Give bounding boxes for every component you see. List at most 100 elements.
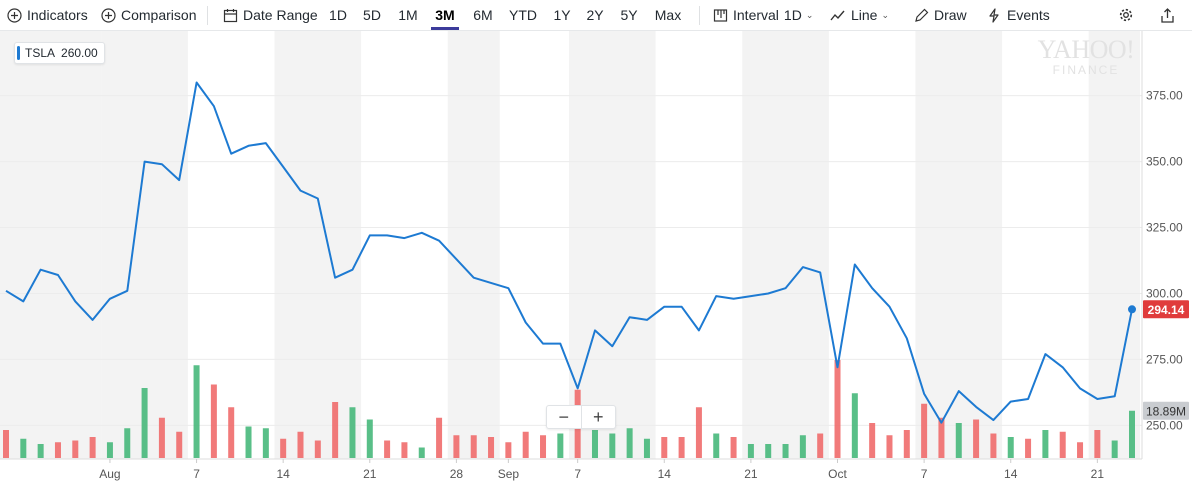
date-range-button[interactable]: Date Range [222, 0, 318, 30]
x-tick-label: 28 [450, 467, 464, 481]
volume-bar [314, 440, 321, 458]
y-tick-label: 275.00 [1146, 352, 1183, 366]
week-band [0, 31, 102, 459]
comparison-label: Comparison [121, 7, 197, 23]
volume-bar [834, 360, 841, 458]
chart-type-dropdown[interactable]: Line ⌄ [830, 0, 889, 30]
week-band [569, 31, 656, 459]
legend-value: 260.00 [61, 46, 98, 60]
interval-dropdown[interactable]: Interval 1D ⌄ [712, 0, 813, 30]
volume-bar [799, 435, 806, 458]
range-button-2y[interactable]: 2Y [586, 7, 604, 23]
interval-label: Interval [733, 7, 779, 23]
gear-icon [1118, 7, 1134, 23]
volume-bar [436, 417, 443, 458]
volume-bar [37, 444, 44, 458]
x-tick-label: 7 [921, 467, 928, 481]
volume-bar [955, 423, 962, 458]
events-button[interactable]: Events [986, 0, 1050, 30]
range-button-1m[interactable]: 1M [398, 7, 418, 23]
volume-bar [730, 437, 737, 458]
watermark-line2: FINANCE [1052, 63, 1120, 77]
x-tick-label: Oct [828, 467, 847, 481]
volume-bar [124, 428, 131, 458]
week-band [915, 31, 1003, 459]
volume-bar [643, 438, 650, 458]
volume-bar [903, 430, 910, 458]
price-line [5, 81, 1133, 424]
range-button-5d[interactable]: 5D [363, 7, 381, 23]
range-button-1y[interactable]: 1Y [553, 7, 571, 23]
settings-button[interactable] [1118, 0, 1139, 30]
volume-bar [158, 417, 165, 458]
volume-bar [280, 438, 287, 458]
legend-symbol: TSLA [25, 46, 56, 60]
range-button-3m[interactable]: 3M [431, 0, 459, 30]
watermark-line1: YAHOO! [1037, 35, 1135, 64]
volume-bar [20, 438, 27, 458]
volume-bar [661, 437, 668, 458]
series-legend-tag[interactable]: TSLA 260.00 [14, 42, 105, 64]
volume-bar [817, 433, 824, 458]
x-tick-label: 14 [1004, 467, 1018, 481]
comparison-button[interactable]: Comparison [100, 0, 196, 30]
range-button-max[interactable]: Max [654, 7, 682, 23]
volume-bar [418, 447, 425, 458]
last-volume-label: 18.89M [1146, 404, 1186, 418]
zoom-in-button[interactable]: + [580, 406, 616, 428]
volume-bar [540, 435, 547, 458]
range-button-6m[interactable]: 6M [473, 7, 493, 23]
x-tick-label: 14 [276, 467, 290, 481]
x-tick-label: Aug [99, 467, 120, 481]
x-tick-label: 21 [363, 467, 377, 481]
x-tick-label: Sep [498, 467, 520, 481]
chart-toolbar: Indicators Comparison Date Range 1D 5D 1… [0, 0, 1192, 31]
share-icon [1159, 7, 1175, 23]
volume-bar [522, 431, 529, 458]
line-chart-icon [830, 7, 846, 23]
week-band [742, 31, 829, 459]
price-chart[interactable]: 250.00 275.00 300.00 325.00 350.00 375.00 Aug 7… [0, 31, 1192, 488]
y-tick-label: 250.00 [1146, 418, 1183, 432]
volume-bar [1007, 437, 1014, 458]
zoom-out-button[interactable]: − [558, 406, 569, 427]
volume-bar [713, 433, 720, 458]
y-tick-label: 300.00 [1146, 286, 1183, 300]
range-button-1d[interactable]: 1D [329, 7, 347, 23]
volume-bar [921, 403, 928, 458]
volume-bar [262, 428, 269, 458]
range-button-5y[interactable]: 5Y [620, 7, 638, 23]
events-label: Events [1007, 7, 1050, 23]
lightning-icon [986, 7, 1002, 23]
week-band [1088, 31, 1140, 459]
volume-bar [747, 444, 754, 458]
volume-bar [89, 437, 96, 458]
last-price-dot [1128, 305, 1136, 314]
x-tick-label: 14 [658, 467, 672, 481]
volume-bar [990, 433, 997, 458]
volume-bar [210, 384, 217, 458]
volume-bar [384, 440, 391, 458]
chart-area[interactable]: 250.00 275.00 300.00 325.00 350.00 375.00 Aug 7… [0, 31, 1192, 488]
range-button-ytd[interactable]: YTD [509, 7, 537, 23]
x-tick-label: 7 [574, 467, 581, 481]
share-button[interactable] [1159, 0, 1180, 30]
volume-bar [3, 430, 9, 458]
volume-bar [765, 444, 772, 458]
volume-bar [176, 431, 183, 458]
candlestick-icon [712, 7, 728, 23]
volume-bar [72, 440, 79, 458]
calendar-icon [222, 7, 238, 23]
x-tick-label: 21 [1091, 467, 1105, 481]
volume-bar [1094, 430, 1101, 458]
draw-button[interactable]: Draw [913, 0, 967, 30]
volume-bar [851, 393, 858, 458]
volume-bar [488, 437, 495, 458]
x-tick-label: 7 [193, 467, 200, 481]
plus-circle-icon [6, 7, 22, 23]
toolbar-divider [207, 6, 208, 25]
indicators-button[interactable]: Indicators [6, 0, 88, 30]
volume-bar [557, 433, 564, 458]
draw-label: Draw [934, 7, 967, 23]
volume-bar [54, 442, 61, 458]
